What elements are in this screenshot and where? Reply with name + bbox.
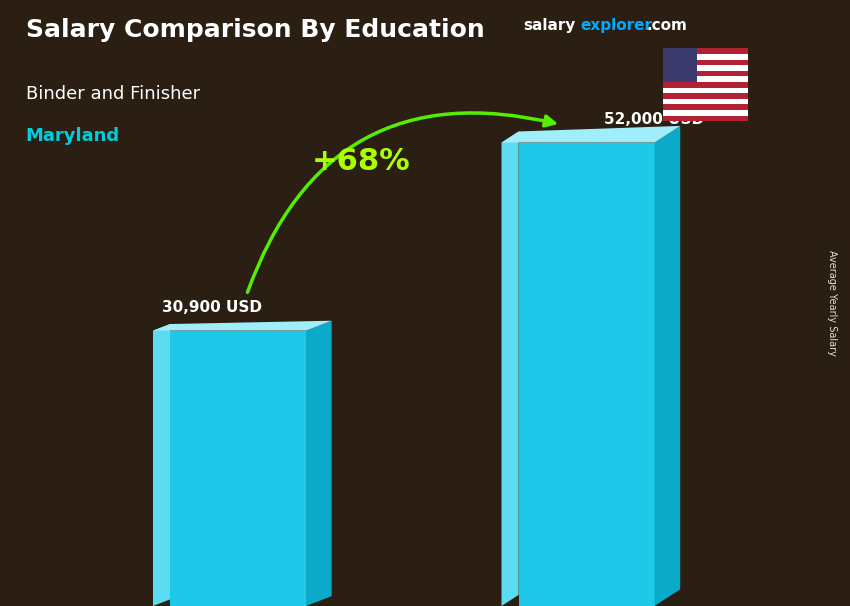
Text: 52,000 USD: 52,000 USD [604, 112, 705, 127]
Text: explorer: explorer [581, 18, 653, 33]
Text: Salary Comparison By Education: Salary Comparison By Education [26, 18, 484, 42]
Bar [663, 110, 748, 116]
Bar [663, 116, 748, 121]
Polygon shape [306, 321, 332, 606]
Polygon shape [518, 142, 654, 606]
Bar [663, 54, 748, 59]
Polygon shape [654, 126, 680, 606]
Text: +68%: +68% [312, 147, 411, 176]
Bar [663, 82, 748, 88]
Polygon shape [502, 126, 680, 142]
Bar [663, 93, 748, 99]
Bar [663, 59, 748, 65]
Text: Binder and Finisher: Binder and Finisher [26, 85, 200, 103]
Polygon shape [170, 331, 306, 606]
Text: 30,900 USD: 30,900 USD [162, 299, 263, 315]
Bar [663, 48, 748, 54]
Polygon shape [502, 132, 518, 606]
Text: salary: salary [523, 18, 575, 33]
Text: .com: .com [646, 18, 687, 33]
Bar [663, 76, 748, 82]
Bar [663, 71, 748, 76]
Text: Average Yearly Salary: Average Yearly Salary [827, 250, 837, 356]
Polygon shape [153, 324, 170, 606]
Bar [663, 65, 748, 71]
Polygon shape [153, 321, 332, 331]
Bar [663, 104, 748, 110]
Text: Maryland: Maryland [26, 127, 120, 145]
Bar [663, 48, 697, 82]
Bar [663, 88, 748, 93]
Bar [663, 99, 748, 104]
